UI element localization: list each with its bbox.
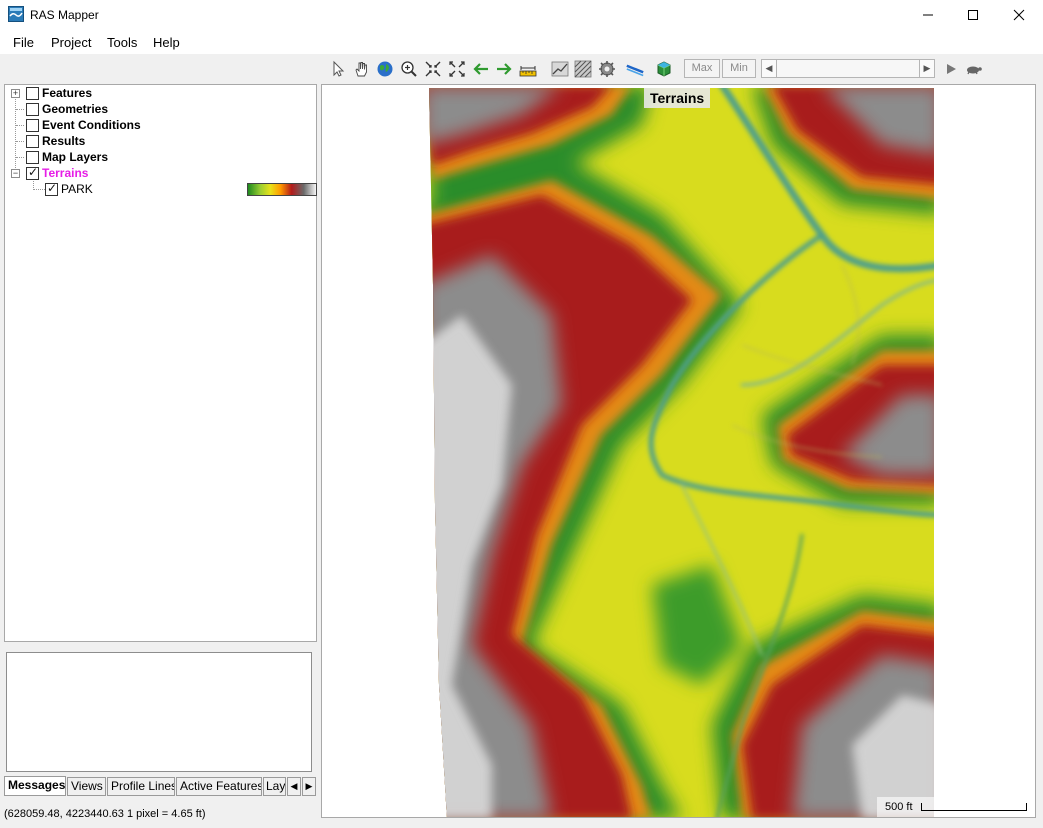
tab-messages[interactable]: Messages bbox=[4, 776, 66, 796]
tree-item-label: Geometries bbox=[42, 102, 109, 116]
maximize-button[interactable] bbox=[950, 0, 996, 30]
timeline-scroll-track[interactable] bbox=[777, 59, 919, 78]
scale-bar: 500 ft bbox=[877, 797, 1031, 817]
tree-item-label: Event Conditions bbox=[42, 118, 141, 132]
results-checkbox[interactable] bbox=[26, 134, 39, 148]
tab-active-features[interactable]: Active Features bbox=[176, 777, 262, 796]
tree-item-terrains[interactable]: Terrains bbox=[26, 165, 88, 181]
tree-item-label: Features bbox=[42, 86, 93, 100]
menu-bar: File Project Tools Help bbox=[0, 30, 1043, 54]
play-icon[interactable] bbox=[942, 60, 960, 78]
profile-plot-icon[interactable] bbox=[551, 60, 569, 78]
terrain-color-legend[interactable] bbox=[247, 183, 317, 196]
tree-item-label: Map Layers bbox=[42, 150, 109, 164]
tree-item-features[interactable]: Features bbox=[26, 85, 92, 101]
terrain-raster bbox=[429, 88, 934, 817]
3d-view-icon[interactable] bbox=[655, 60, 673, 78]
tree-item-geometries[interactable]: Geometries bbox=[26, 101, 108, 117]
hatch-pattern-icon[interactable] bbox=[574, 60, 592, 78]
tree-connector bbox=[16, 125, 24, 126]
menu-tools[interactable]: Tools bbox=[107, 35, 138, 50]
close-button[interactable] bbox=[996, 0, 1042, 30]
layer-tree-panel: + Features Geometries Event Conditions R… bbox=[4, 84, 317, 642]
map-layers-checkbox[interactable] bbox=[26, 150, 39, 164]
map-layer-label: Terrains bbox=[644, 88, 711, 108]
minimize-button[interactable] bbox=[905, 0, 951, 30]
tree-item-map-layers[interactable]: Map Layers bbox=[26, 149, 108, 165]
tabs-left-arrow-icon: ◀ bbox=[290, 781, 298, 791]
scale-bar-line bbox=[921, 803, 1027, 811]
max-button[interactable]: Max bbox=[684, 59, 720, 78]
full-extent-icon[interactable] bbox=[448, 60, 466, 78]
map-view[interactable]: Terrains 500 ft bbox=[321, 84, 1036, 818]
tree-item-results[interactable]: Results bbox=[26, 133, 85, 149]
tree-connector bbox=[16, 141, 24, 142]
coordinates-readout: (628059.48, 4223440.63 1 pixel = 4.65 ft… bbox=[4, 808, 206, 820]
tree-connector bbox=[33, 189, 45, 190]
terrains-checkbox[interactable] bbox=[26, 165, 39, 180]
scroll-right-arrow-icon: ▶ bbox=[923, 63, 931, 73]
tree-item-label: Terrains bbox=[42, 166, 89, 180]
geometries-checkbox[interactable] bbox=[26, 102, 39, 116]
min-button[interactable]: Min bbox=[722, 59, 756, 78]
tree-connector bbox=[33, 181, 34, 190]
status-bar: (628059.48, 4223440.63 1 pixel = 4.65 ft… bbox=[0, 804, 320, 824]
tree-item-event-conditions[interactable]: Event Conditions bbox=[26, 117, 141, 133]
forward-arrow-icon[interactable] bbox=[495, 60, 513, 78]
animation-speed-turtle-icon[interactable] bbox=[964, 60, 984, 78]
window-titlebar: RAS Mapper bbox=[0, 0, 1043, 30]
scroll-left-arrow-icon: ◀ bbox=[765, 63, 773, 73]
back-arrow-icon[interactable] bbox=[472, 60, 490, 78]
features-expand-toggle[interactable]: + bbox=[11, 88, 20, 98]
ras-mapper-app-icon bbox=[8, 6, 24, 22]
tree-connector bbox=[15, 96, 16, 174]
select-arrow-icon[interactable] bbox=[329, 60, 347, 78]
tree-item-label: Results bbox=[42, 134, 86, 148]
features-checkbox[interactable] bbox=[26, 86, 39, 100]
settings-gear-icon[interactable] bbox=[598, 60, 616, 78]
menu-project[interactable]: Project bbox=[51, 35, 92, 50]
tabs-right-arrow-icon: ▶ bbox=[305, 781, 313, 791]
scale-bar-label: 500 ft bbox=[885, 801, 913, 813]
tree-connector bbox=[16, 157, 24, 158]
event-conditions-checkbox[interactable] bbox=[26, 118, 39, 132]
tree-connector bbox=[16, 109, 24, 110]
park-checkbox[interactable] bbox=[45, 181, 58, 196]
map-toolbar: Max Min ◀ ▶ bbox=[0, 56, 1043, 82]
timeline-scroll-left-button[interactable]: ◀ bbox=[761, 59, 777, 78]
zoom-in-icon[interactable] bbox=[400, 60, 418, 78]
timeline-scroll-right-button[interactable]: ▶ bbox=[919, 59, 935, 78]
menu-help[interactable]: Help bbox=[153, 35, 180, 50]
messages-panel[interactable] bbox=[6, 652, 312, 772]
tree-item-label: PARK bbox=[61, 182, 93, 196]
tab-layers[interactable]: Lay bbox=[263, 777, 286, 796]
pan-hand-icon[interactable] bbox=[352, 60, 370, 78]
globe-icon[interactable] bbox=[376, 60, 394, 78]
tab-views[interactable]: Views bbox=[67, 777, 106, 796]
tabs-scroll-left-button[interactable]: ◀ bbox=[287, 777, 301, 796]
close-icon bbox=[1013, 9, 1025, 21]
tab-profile-lines[interactable]: Profile Lines bbox=[107, 777, 175, 796]
measure-ruler-icon[interactable] bbox=[519, 60, 537, 78]
tree-item-park-terrain[interactable]: PARK bbox=[45, 181, 93, 197]
menu-file[interactable]: File bbox=[13, 35, 34, 50]
maximize-icon bbox=[968, 10, 978, 20]
minimize-icon bbox=[923, 14, 933, 16]
terrains-collapse-toggle[interactable]: − bbox=[11, 168, 20, 178]
zoom-out-extent-icon[interactable] bbox=[424, 60, 442, 78]
panel-tabs: Messages Views Profile Lines Active Feat… bbox=[4, 776, 317, 796]
tabs-scroll-right-button[interactable]: ▶ bbox=[302, 777, 316, 796]
window-title: RAS Mapper bbox=[30, 8, 99, 22]
water-surface-icon[interactable] bbox=[626, 60, 644, 78]
